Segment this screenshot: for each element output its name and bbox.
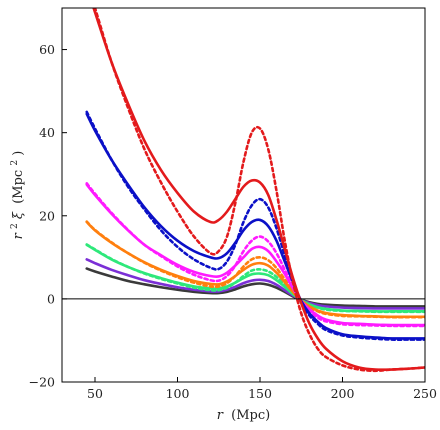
tick-layer: 50 100 150 200 250 −20 0 20 40 60 — [29, 42, 437, 401]
y-axis-label-xi: ξ — [11, 211, 26, 219]
x-tick-label: 50 — [87, 386, 103, 401]
x-tick-label: 250 — [413, 386, 437, 401]
y-axis-label-unit-exp: 2 — [10, 160, 20, 166]
plot-frame — [61, 7, 426, 383]
x-axis-label-unit: (Mpc) — [231, 408, 270, 423]
series-line-2-solid — [85, 112, 425, 340]
series-line-1-dotted — [93, 8, 425, 373]
x-tick-label: 100 — [166, 386, 190, 401]
y-tick-label: 0 — [47, 291, 55, 306]
series-layer — [85, 8, 425, 373]
x-axis-label: r (Mpc) — [217, 408, 270, 423]
y-tick-label: 20 — [39, 208, 55, 223]
y-axis-label-close: ) — [11, 151, 26, 156]
series-line-0-solid — [92, 8, 425, 372]
series-line-10-solid — [85, 258, 425, 310]
series-line-4-solid — [85, 183, 425, 327]
series-line-5-dotted — [85, 182, 425, 328]
x-axis-label-var: r — [217, 408, 224, 423]
x-tick-label: 200 — [331, 386, 355, 401]
series-line-8-solid — [85, 243, 425, 313]
y-axis-label-unit: (Mpc — [11, 170, 26, 204]
x-tick-label: 150 — [248, 386, 272, 401]
y-tick-label: 40 — [39, 125, 55, 140]
y-axis-label: r 2 ξ (Mpc 2 ) — [6, 151, 26, 240]
series-line-11-solid — [85, 267, 425, 308]
y-tick-label: 60 — [39, 42, 55, 57]
y-axis-label-r: r — [11, 232, 26, 239]
y-tick-label: −20 — [29, 375, 55, 390]
series-line-6-solid — [85, 220, 425, 319]
y-axis-label-r-exp: 2 — [10, 223, 20, 229]
